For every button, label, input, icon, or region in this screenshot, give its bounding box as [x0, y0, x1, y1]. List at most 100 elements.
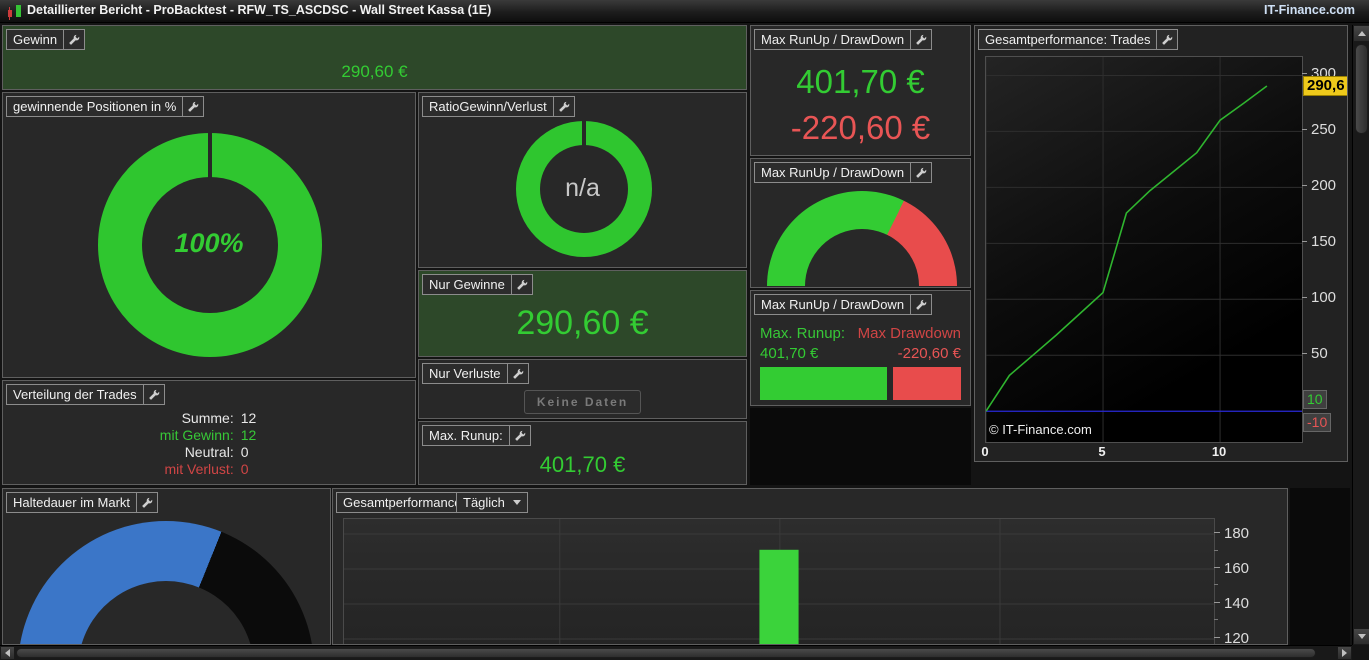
nur-verluste-settings-chip[interactable]: Nur Verluste [422, 363, 529, 384]
panel-runup-drawdown-values: Max RunUp / DrawDown 401,70 € -220,60 € [750, 25, 971, 156]
vertical-scrollbar[interactable] [1352, 25, 1369, 645]
copyright-text: © IT-Finance.com [989, 422, 1092, 437]
brand-link[interactable]: IT-Finance.com [1264, 3, 1355, 17]
wrench-icon[interactable] [910, 295, 931, 314]
negative-badge: -10 [1303, 413, 1332, 432]
panel-trades-chart: Gesamtperformance: Trades 300 250 200 150 10… [974, 25, 1348, 462]
haltedauer-label: Haltedauer im Markt [13, 495, 131, 510]
wrench-icon[interactable] [1156, 30, 1177, 49]
scroll-left-button[interactable] [0, 646, 15, 660]
wrench-icon[interactable] [136, 493, 157, 512]
wrench-icon[interactable] [506, 364, 528, 383]
wrench-icon[interactable] [142, 385, 164, 404]
row-value: 12 [240, 410, 257, 426]
empty-zone [750, 408, 971, 485]
panel-verteilung: Verteilung der Trades Summe: 12 mit Gewi… [2, 380, 416, 485]
ratio-donut [516, 121, 652, 257]
daily-chart-label: Gesamtperformance [343, 495, 462, 510]
horizontal-scrollbar-thumb[interactable] [16, 648, 1316, 658]
empty-zone [1290, 488, 1350, 645]
positive-badge: 10 [1303, 390, 1327, 409]
winning-positions-label: gewinnende Positionen in % [13, 99, 177, 114]
panel-runup-drawdown-gauge: Max RunUp / DrawDown [750, 158, 971, 288]
row-value: 0 [240, 444, 249, 460]
scroll-up-button[interactable] [1353, 25, 1369, 42]
wrench-icon[interactable] [182, 97, 203, 116]
gauge-settings-chip[interactable]: Max RunUp / DrawDown [754, 162, 933, 183]
wrench-icon[interactable] [508, 426, 530, 445]
max-runup-big-value: 401,70 € [796, 63, 925, 100]
trades-chart-settings-chip[interactable]: Gesamtperformance: Trades [978, 29, 1179, 50]
period-dropdown-value: Täglich [463, 495, 505, 510]
max-runup-value: 401,70 € [539, 452, 626, 477]
panel-haltedauer: Haltedauer im Markt [2, 488, 331, 645]
wrench-icon[interactable] [910, 163, 931, 182]
runup-bar [760, 367, 887, 400]
trade-distribution-list: Summe: 12 mit Gewinn: 12 Neutral: 0 mit … [3, 410, 415, 478]
gauge-label: Max RunUp / DrawDown [761, 165, 905, 180]
drawdown-bar-value: -220,60 € [897, 345, 961, 362]
chevron-down-icon [512, 500, 521, 505]
panel-winning-positions: gewinnende Positionen in % 100% [2, 92, 416, 378]
trades-x-axis: 0 5 10 [981, 444, 1227, 459]
wrench-icon[interactable] [63, 30, 84, 49]
trades-chart-label: Gesamtperformance: Trades [985, 32, 1151, 47]
scroll-down-button[interactable] [1353, 628, 1369, 645]
row-label: Summe: [181, 410, 234, 426]
winning-positions-settings-chip[interactable]: gewinnende Positionen in % [6, 96, 205, 117]
drawdown-bar [892, 367, 961, 400]
max-runup-settings-chip[interactable]: Max. Runup: [422, 425, 531, 446]
ratio-value: n/a [565, 174, 600, 202]
horizontal-scrollbar[interactable] [0, 645, 1352, 660]
panel-runup-drawdown-bars: Max RunUp / DrawDown Max. Runup: Max Dra… [750, 290, 971, 406]
wrench-icon[interactable] [910, 30, 931, 49]
scroll-right-button[interactable] [1337, 646, 1352, 660]
no-data-box: Keine Daten [419, 390, 746, 414]
gewinn-value: 290,60 € [341, 62, 408, 81]
gewinn-label: Gewinn [13, 32, 58, 47]
nur-gewinne-settings-chip[interactable]: Nur Gewinne [422, 274, 533, 295]
verteilung-label: Verteilung der Trades [13, 387, 137, 402]
haltedauer-settings-chip[interactable]: Haltedauer im Markt [6, 492, 159, 513]
wrench-icon[interactable] [552, 97, 574, 116]
ratio-settings-chip[interactable]: RatioGewinn/Verlust [422, 96, 575, 117]
winning-positions-value: 100% [174, 228, 244, 258]
runup-drawdown-label: Max RunUp / DrawDown [761, 32, 905, 47]
last-value-badge: 290,6 [1303, 76, 1347, 96]
daily-chart-plot[interactable] [343, 518, 1215, 644]
winning-positions-donut [98, 133, 322, 357]
title-bar: Detaillierter Bericht - ProBacktest - RF… [0, 0, 1369, 23]
bars-settings-chip[interactable]: Max RunUp / DrawDown [754, 294, 933, 315]
drawdown-bar-label: Max Drawdown [857, 325, 961, 342]
gewinn-settings-chip[interactable]: Gewinn [6, 29, 86, 50]
verteilung-settings-chip[interactable]: Verteilung der Trades [6, 384, 165, 405]
window-title: Detaillierter Bericht - ProBacktest - RF… [27, 3, 492, 17]
row-label: mit Gewinn: [159, 427, 234, 443]
runup-bar-label: Max. Runup: [760, 325, 846, 342]
panel-nur-gewinne: Nur Gewinne 290,60 € [418, 270, 747, 357]
row-label: mit Verlust: [164, 461, 234, 477]
panel-max-runup: Max. Runup: 401,70 € [418, 421, 747, 485]
haltedauer-donut [18, 521, 314, 644]
candlestick-icon [7, 4, 23, 20]
panel-gewinn: Gewinn 290,60 € [2, 25, 747, 90]
row-value: 12 [240, 427, 257, 443]
wrench-icon[interactable] [510, 275, 532, 294]
max-drawdown-big-value: -220,60 € [790, 109, 931, 146]
nur-verluste-label: Nur Verluste [429, 366, 501, 381]
runup-drawdown-settings-chip[interactable]: Max RunUp / DrawDown [754, 29, 933, 50]
bars-label: Max RunUp / DrawDown [761, 297, 905, 312]
row-label: Neutral: [184, 444, 234, 460]
runup-bar-value: 401,70 € [760, 345, 819, 362]
row-value: 0 [240, 461, 249, 477]
trades-y-axis: 300 250 200 150 100 50 [1302, 56, 1347, 443]
period-dropdown[interactable]: Täglich [456, 492, 528, 513]
panel-ratio: RatioGewinn/Verlust n/a [418, 92, 747, 268]
daily-chart-settings-chip[interactable]: Gesamtperformance [336, 492, 490, 513]
ratio-label: RatioGewinn/Verlust [429, 99, 547, 114]
max-runup-label: Max. Runup: [429, 428, 503, 443]
trades-chart-plot[interactable] [985, 56, 1303, 443]
vertical-scrollbar-thumb[interactable] [1355, 44, 1368, 134]
panel-nur-verluste: Nur Verluste Keine Daten [418, 359, 747, 419]
nur-gewinne-value: 290,60 € [516, 304, 649, 342]
